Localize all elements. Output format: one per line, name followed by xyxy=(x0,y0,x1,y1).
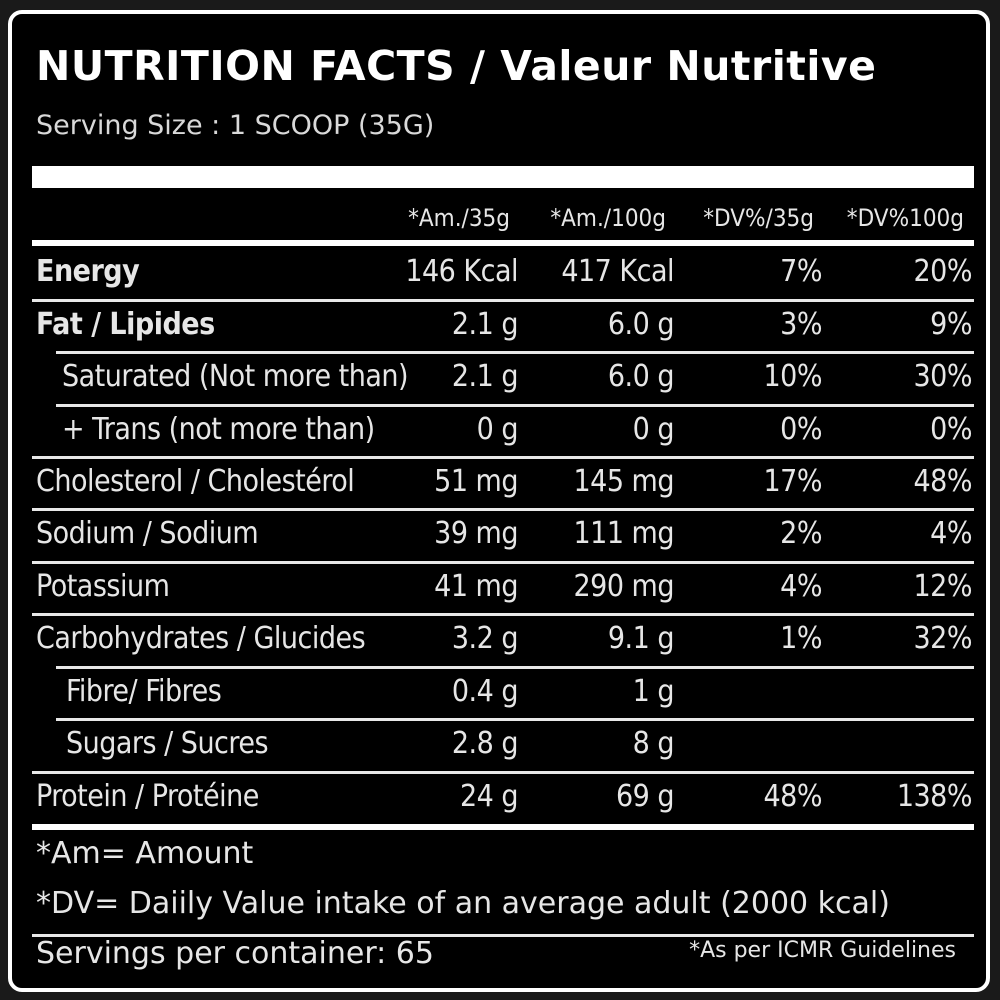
row-divider xyxy=(56,404,974,407)
dv-35g: 10% xyxy=(763,359,823,394)
amount-35g: 3.2 g xyxy=(451,621,519,656)
dv-35g: 2% xyxy=(780,516,822,551)
dv-35g: 17% xyxy=(763,464,823,499)
row-label: Potassium xyxy=(36,569,170,604)
row-label: + Trans (not more than) xyxy=(62,412,375,447)
row-divider xyxy=(56,666,974,669)
footnote-guidelines: *As per ICMR Guidelines xyxy=(689,938,956,963)
row-label: Sugars / Sucres xyxy=(66,726,269,761)
table-row: Fat / Lipides 2.1 g 6.0 g 3% 9% xyxy=(12,301,994,353)
table-row: Energy 146 Kcal 417 Kcal 7% 20% xyxy=(12,248,994,300)
row-divider xyxy=(32,561,974,564)
col-header-am35: *Am./35g xyxy=(408,204,510,232)
col-header-dv100: *DV%100g xyxy=(846,204,964,232)
row-label: Protein / Protéine xyxy=(36,779,259,814)
header-bar xyxy=(32,166,974,188)
amount-100g: 69 g xyxy=(615,779,675,814)
amount-100g: 8 g xyxy=(632,726,675,761)
dv-35g: 3% xyxy=(780,307,822,342)
dv-100g: 30% xyxy=(913,359,973,394)
table-row: Cholesterol / Cholestérol 51 mg 145 mg 1… xyxy=(12,458,994,510)
amount-35g: 24 g xyxy=(459,779,519,814)
row-divider xyxy=(32,508,974,511)
amount-35g: 0.4 g xyxy=(451,674,519,709)
amount-35g: 0 g xyxy=(476,412,519,447)
dv-100g: 32% xyxy=(913,621,973,656)
row-label: Sodium / Sodium xyxy=(36,516,259,551)
dv-35g: 4% xyxy=(780,569,822,604)
footnote-daily-value: *DV= Daiily Value intake of an average a… xyxy=(36,886,890,921)
amount-100g: 9.1 g xyxy=(607,621,675,656)
dv-100g: 138% xyxy=(896,779,973,814)
row-divider xyxy=(32,934,974,937)
row-label: Saturated (Not more than) xyxy=(62,359,409,394)
dv-100g: 48% xyxy=(913,464,973,499)
col-header-am100: *Am./100g xyxy=(550,204,666,232)
amount-35g: 39 mg xyxy=(434,516,518,551)
table-row: Saturated (Not more than) 2.1 g 6.0 g 10… xyxy=(12,353,994,405)
table-row: Fibre/ Fibres 0.4 g 1 g xyxy=(12,668,994,720)
row-divider xyxy=(56,718,974,721)
dv-100g: 20% xyxy=(913,254,973,289)
row-divider xyxy=(56,351,974,354)
amount-35g: 51 mg xyxy=(434,464,518,499)
dv-100g: 12% xyxy=(913,569,973,604)
servings-per-container: Servings per container: 65 xyxy=(36,936,434,971)
amount-35g: 41 mg xyxy=(434,569,518,604)
row-divider xyxy=(32,613,974,616)
dv-35g: 7% xyxy=(780,254,822,289)
row-label: Fibre/ Fibres xyxy=(66,674,222,709)
amount-35g: 2.1 g xyxy=(451,307,519,342)
amount-100g: 6.0 g xyxy=(607,307,675,342)
row-label: Energy xyxy=(36,254,140,289)
label-title: NUTRITION FACTS / Valeur Nutritive xyxy=(36,42,877,90)
divider-thick xyxy=(32,824,974,830)
dv-100g: 9% xyxy=(930,307,972,342)
row-label: Fat / Lipides xyxy=(36,307,215,342)
footnote-amount: *Am= Amount xyxy=(36,836,254,871)
nutrition-label: NUTRITION FACTS / Valeur Nutritive Servi… xyxy=(8,10,990,992)
row-divider xyxy=(32,771,974,774)
table-row: Sugars / Sucres 2.8 g 8 g xyxy=(12,720,994,772)
divider-thick xyxy=(32,240,974,246)
dv-35g: 48% xyxy=(763,779,823,814)
table-row: Sodium / Sodium 39 mg 111 mg 2% 4% xyxy=(12,510,994,562)
table-row: + Trans (not more than) 0 g 0 g 0% 0% xyxy=(12,406,994,458)
amount-35g: 146 Kcal xyxy=(405,254,518,289)
amount-100g: 0 g xyxy=(632,412,675,447)
amount-100g: 145 mg xyxy=(573,464,674,499)
amount-35g: 2.1 g xyxy=(451,359,519,394)
dv-100g: 4% xyxy=(930,516,972,551)
row-label: Carbohydrates / Glucides xyxy=(36,621,366,656)
amount-100g: 1 g xyxy=(632,674,675,709)
amount-100g: 6.0 g xyxy=(607,359,675,394)
table-row: Potassium 41 mg 290 mg 4% 12% xyxy=(12,563,994,615)
table-row: Protein / Protéine 24 g 69 g 48% 138% xyxy=(12,773,994,825)
amount-100g: 111 mg xyxy=(573,516,674,551)
table-row: Carbohydrates / Glucides 3.2 g 9.1 g 1% … xyxy=(12,615,994,667)
col-header-dv35: *DV%/35g xyxy=(703,204,814,232)
row-label: Cholesterol / Cholestérol xyxy=(36,464,355,499)
dv-35g: 1% xyxy=(780,621,822,656)
amount-100g: 290 mg xyxy=(573,569,674,604)
dv-100g: 0% xyxy=(930,412,972,447)
amount-35g: 2.8 g xyxy=(451,726,519,761)
row-divider xyxy=(32,456,974,459)
serving-size: Serving Size : 1 SCOOP (35G) xyxy=(36,110,435,141)
dv-35g: 0% xyxy=(780,412,822,447)
row-divider xyxy=(32,299,974,302)
amount-100g: 417 Kcal xyxy=(561,254,674,289)
